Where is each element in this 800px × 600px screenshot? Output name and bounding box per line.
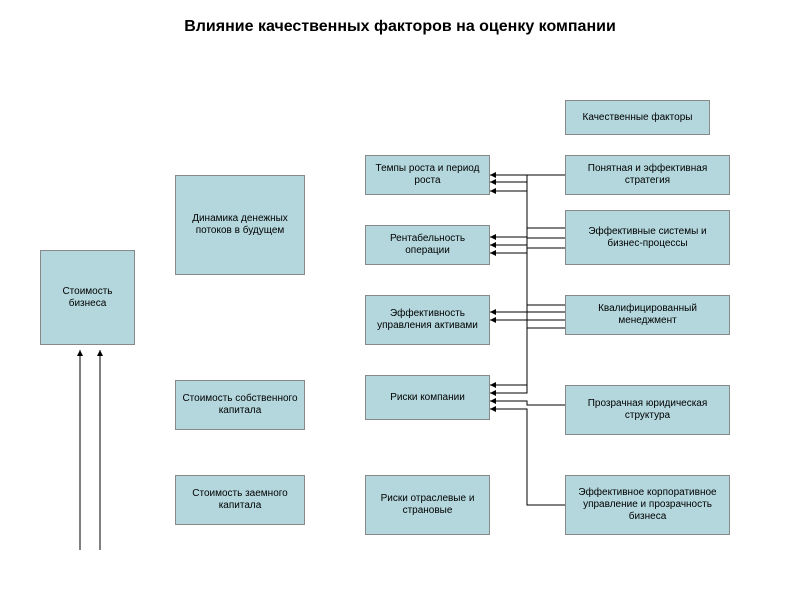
node-c4: Риски компании	[365, 375, 490, 420]
node-d3: Квалифицированный менеджмент	[565, 295, 730, 335]
edge-d5-c4	[490, 409, 565, 505]
node-d5: Эффективное корпоративное управление и п…	[565, 475, 730, 535]
diagram-title: Влияние качественных факторов на оценку …	[0, 18, 800, 36]
edge-d3-c1	[490, 191, 565, 305]
node-c1: Темпы роста и период роста	[365, 155, 490, 195]
node-b2: Стоимость собственного капитала	[175, 380, 305, 430]
node-b1: Динамика денежных потоков в будущем	[175, 175, 305, 275]
node-c5: Риски отраслевые и страновые	[365, 475, 490, 535]
edge-d2-c1	[490, 182, 565, 228]
edge-d2-c2	[490, 238, 565, 245]
node-b3: Стоимость заемного капитала	[175, 475, 305, 525]
edge-d3-c2	[490, 253, 565, 312]
node-c2: Рентабельность операции	[365, 225, 490, 265]
edge-d1-c2	[490, 175, 565, 237]
node-d1: Понятная и эффективная стратегия	[565, 155, 730, 195]
node-d2: Эффективные системы и бизнес-процессы	[565, 210, 730, 265]
edge-d4-c4	[490, 401, 565, 405]
node-c0: Качественные факторы	[565, 100, 710, 135]
node-a1: Стоимость бизнеса	[40, 250, 135, 345]
edge-d2-c3	[490, 248, 565, 312]
edge-d3-c4	[490, 328, 565, 393]
edge-d1-c4	[490, 175, 565, 385]
node-c3: Эффективность управления активами	[365, 295, 490, 345]
node-d4: Прозрачная юридическая структура	[565, 385, 730, 435]
